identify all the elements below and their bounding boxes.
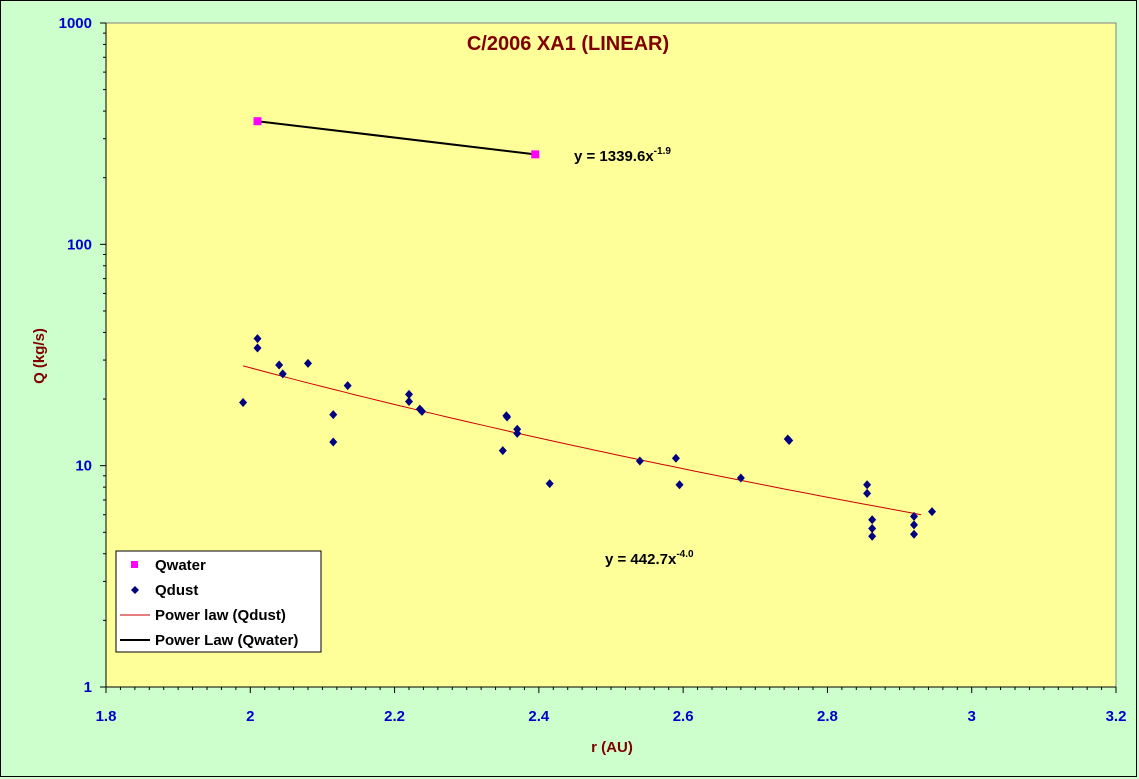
equation-water-base: y = 1339.6x	[574, 148, 654, 165]
legend: Qwater Qdust Power law (Qdust) Power Law…	[115, 550, 322, 653]
legend-label-qwater: Qwater	[155, 557, 206, 574]
qdust-point	[275, 360, 284, 370]
y-tick-label: 10	[75, 458, 92, 475]
qwater-point	[531, 150, 540, 159]
x-tick-label: 2.2	[384, 708, 405, 725]
x-tick-label: 2.8	[817, 708, 838, 725]
qdust-point	[736, 473, 745, 483]
y-axis-label: Q (kg/s)	[31, 328, 48, 384]
x-tick-label: 2.6	[673, 708, 694, 725]
chart-title: C/2006 XA1 (LINEAR)	[467, 33, 669, 55]
qdust-point	[785, 435, 794, 445]
qdust-point	[671, 453, 680, 463]
y-tick-label: 1	[84, 679, 92, 696]
qdust-point	[513, 428, 522, 438]
qdust-point	[498, 446, 507, 456]
qdust-point	[635, 456, 644, 466]
qdust-point	[675, 480, 684, 490]
qdust-point	[910, 511, 918, 521]
qdust-point	[329, 410, 338, 420]
equation-dust-exponent: -4.0	[676, 549, 694, 560]
trend-line-power-law-qwater	[257, 120, 536, 156]
x-tick-label: 3	[968, 708, 976, 725]
qdust-point	[253, 343, 262, 353]
trend-line-power-law-qdust	[242, 365, 922, 516]
axes: 1.8 2 2.2 2.4 2.6 2.8 3 3.2 1 10 100 1000	[59, 15, 1127, 725]
qdust-point	[868, 524, 877, 534]
qdust-point	[278, 369, 287, 379]
qdust-point	[343, 381, 352, 391]
x-tick-label: 3.2	[1106, 708, 1127, 725]
qdust-point	[239, 397, 248, 407]
qdust-point	[304, 358, 312, 368]
y-tick-label: 100	[67, 236, 92, 253]
qdust-point	[928, 507, 937, 517]
legend-label-power-law-qwater: Power Law (Qwater)	[155, 632, 298, 649]
qdust-point	[868, 531, 877, 541]
qdust-point	[329, 437, 338, 447]
equation-water-exponent: -1.9	[654, 146, 672, 157]
x-tick-label: 2.4	[528, 708, 550, 725]
qdust-point	[405, 389, 413, 399]
legend-box	[115, 550, 322, 653]
y-tick-label: 1000	[59, 15, 92, 32]
equation-dust-base: y = 442.7x	[605, 551, 677, 568]
legend-marker-qwater	[131, 561, 138, 568]
legend-label-qdust: Qdust	[155, 582, 198, 599]
x-axis-label: r (AU)	[591, 739, 633, 756]
qdust-point	[503, 412, 512, 422]
equation-water: y = 1339.6x-1.9	[574, 146, 671, 165]
x-tick-label: 2	[246, 708, 254, 725]
qdust-point	[863, 488, 872, 498]
equation-dust: y = 442.7x-4.0	[605, 549, 694, 568]
qwater-point	[253, 117, 262, 126]
x-tick-label: 1.8	[96, 708, 117, 725]
legend-label-power-law-qdust: Power law (Qdust)	[155, 607, 286, 624]
qdust-point	[910, 520, 918, 530]
legend-marker-qdust	[131, 586, 139, 594]
qdust-point	[863, 480, 872, 490]
data-markers	[239, 117, 937, 541]
trend-lines	[242, 120, 922, 516]
qdust-point	[545, 479, 554, 489]
qdust-point	[417, 406, 426, 416]
qdust-point	[405, 396, 413, 406]
qdust-point	[910, 529, 918, 539]
qdust-point	[868, 515, 877, 525]
qdust-point	[253, 334, 262, 344]
